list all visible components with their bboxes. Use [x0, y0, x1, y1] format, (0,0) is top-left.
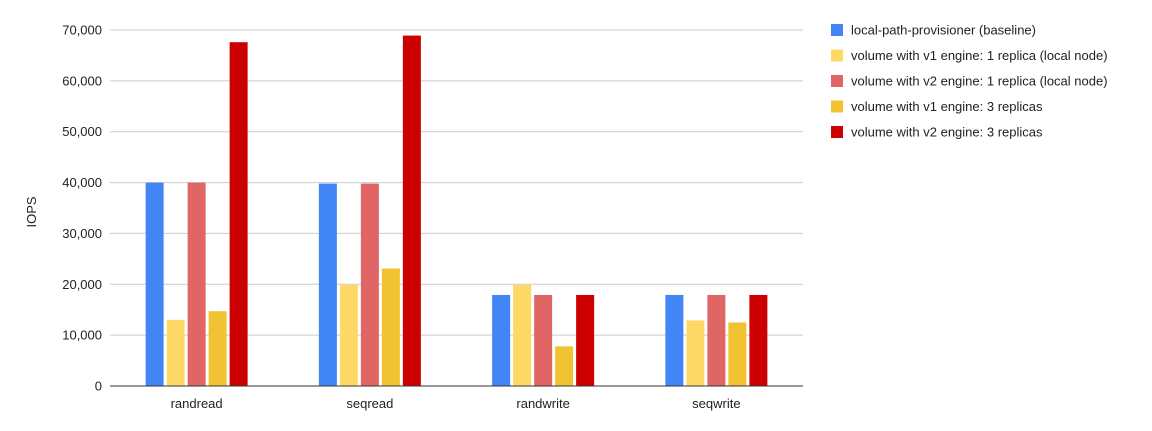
legend-label: volume with v1 engine: 3 replicas — [851, 99, 1043, 114]
gridlines — [110, 29, 803, 336]
legend-swatch — [831, 24, 843, 36]
y-tick-label: 40,000 — [62, 175, 102, 190]
y-tick-label: 60,000 — [62, 73, 102, 88]
bar-randread-series-3 — [187, 182, 206, 386]
y-tick-label: 50,000 — [62, 124, 102, 139]
y-tick-label: 30,000 — [62, 226, 102, 241]
legend-label: local-path-provisioner (baseline) — [851, 23, 1036, 38]
bar-randwrite-series-5 — [576, 294, 595, 386]
bar-randread-series-5 — [229, 42, 248, 386]
bar-seqread-series-2 — [339, 284, 358, 386]
legend-label: volume with v2 engine: 1 replica (local … — [851, 74, 1108, 89]
legend-label: volume with v2 engine: 3 replicas — [851, 125, 1043, 140]
legend-swatch — [831, 75, 843, 87]
bar-seqread-series-3 — [360, 183, 379, 386]
legend-swatch — [831, 49, 843, 62]
legend-label: volume with v1 engine: 1 replica (local … — [851, 48, 1108, 63]
y-tick-label: 0 — [95, 379, 102, 394]
bar-seqwrite-series-3 — [707, 294, 726, 386]
bar-seqwrite-series-5 — [749, 294, 768, 386]
x-tick-label: seqwrite — [692, 396, 740, 411]
x-axis-ticks: randread seqread randwrite seqwrite — [171, 396, 741, 411]
bar-randwrite-series-3 — [534, 294, 553, 386]
bar-seqread-series-5 — [402, 35, 421, 386]
y-tick-label: 20,000 — [62, 277, 102, 292]
bar-randwrite-series-2 — [513, 284, 532, 386]
bar-randread-series-4 — [208, 311, 227, 386]
y-tick-label: 10,000 — [62, 328, 102, 343]
bar-seqread-series-4 — [381, 268, 400, 386]
bar-seqwrite-series-1 — [665, 294, 684, 386]
bar-randwrite-series-4 — [555, 346, 574, 386]
legend-swatch — [831, 126, 843, 138]
bar-seqread-series-1 — [318, 183, 337, 386]
y-axis-ticks: 0 10,000 20,000 30,000 40,000 50,000 60,000 70,… — [62, 23, 102, 394]
x-tick-label: randread — [171, 396, 223, 411]
bar-randwrite-series-1 — [492, 294, 511, 386]
x-tick-label: seqread — [346, 396, 393, 411]
legend-swatch — [831, 100, 843, 113]
legend: local-path-provisioner (baseline) volume … — [831, 23, 1108, 140]
y-tick-label: 70,000 — [62, 23, 102, 38]
x-tick-label: randwrite — [516, 396, 569, 411]
bar-seqwrite-series-4 — [728, 322, 747, 386]
bar-randread-series-1 — [145, 182, 164, 386]
bar-seqwrite-series-2 — [686, 320, 705, 386]
y-axis-label: IOPS — [24, 196, 39, 227]
bar-randread-series-2 — [166, 319, 185, 386]
bars — [145, 35, 768, 386]
